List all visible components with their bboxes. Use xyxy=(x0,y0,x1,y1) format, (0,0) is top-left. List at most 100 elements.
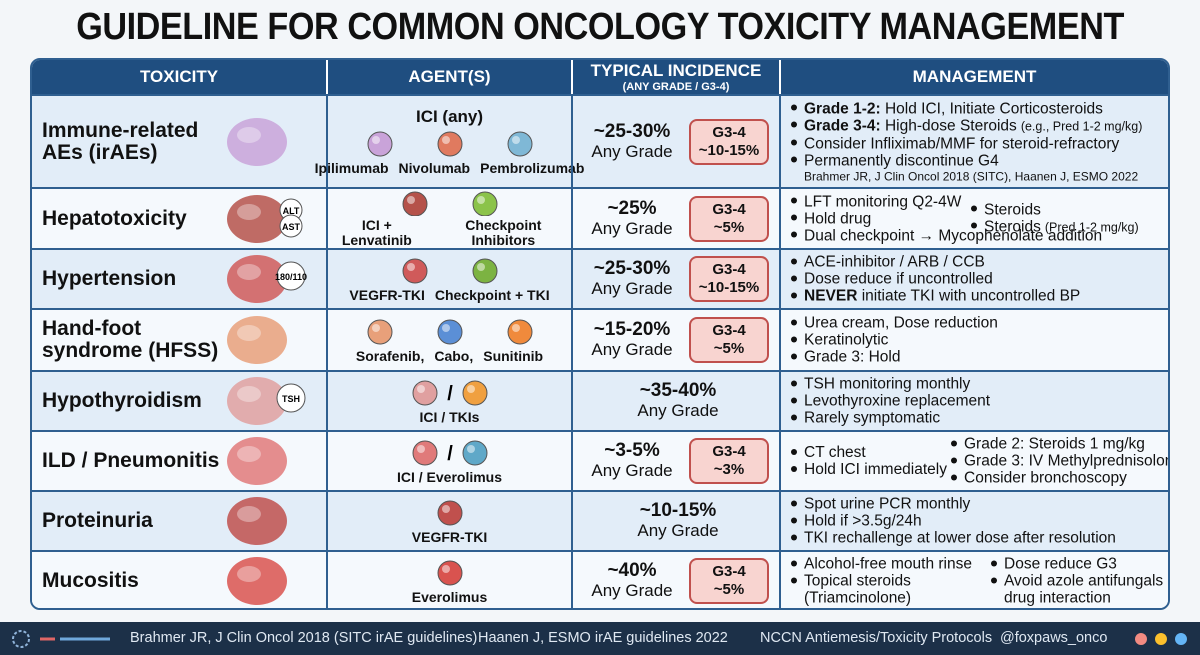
management-item: Grade 3: Hold xyxy=(789,349,998,366)
management-note: (e.g., Pred 1-2 mg/kg) xyxy=(1020,119,1143,133)
icon-shape xyxy=(227,437,287,485)
agent-label: Ipilimumab xyxy=(314,160,389,176)
agent-labels: VEGFR-TKI xyxy=(412,529,487,545)
agent-label: ICI + Lenvatinib xyxy=(341,217,412,248)
icon-shape xyxy=(227,557,287,605)
management-item: Grade 3: IV Methylprednisolone xyxy=(949,452,1170,470)
agent-icon-shine xyxy=(476,196,485,204)
agent-icon-shine xyxy=(371,323,380,332)
agent-label: Checkpoint + TKI xyxy=(434,286,550,303)
column-header-sub: (ANY GRADE / G3-4) xyxy=(622,81,730,93)
agent-label: ICI / TKIs xyxy=(419,408,480,425)
toxicity-name: Immune-related AEs (irAEs) xyxy=(42,118,199,164)
icon-text: AST xyxy=(282,222,301,232)
agent-icons xyxy=(402,191,497,216)
management-item: Consider Infliximab/MMF for steroid-refr… xyxy=(789,135,1142,152)
agent-labels: ICI / TKIs xyxy=(419,408,480,425)
management-text: Permanently discontinue G4 xyxy=(804,152,999,169)
bullet xyxy=(791,292,797,299)
incidence-block: ~25% Any Grade xyxy=(577,198,687,239)
agent-icon-shine xyxy=(371,136,380,144)
management-text: Topical steroids xyxy=(804,572,911,590)
g34-value: ~5% xyxy=(713,581,745,598)
icon-badge xyxy=(279,214,303,237)
agent-icons xyxy=(437,500,462,525)
management-cell: Urea cream, Dose reduction Keratinolytic G… xyxy=(779,310,1168,370)
toxicity-name: Hypertension xyxy=(42,267,177,290)
icon-shape xyxy=(227,194,287,243)
management-text: Hold drug xyxy=(804,210,872,227)
management-item: TSH monitoring monthly xyxy=(789,376,990,393)
agent-label: Cabo, xyxy=(434,347,474,364)
bullet xyxy=(791,319,797,326)
agent-icon xyxy=(367,319,392,344)
management-note: (Pred 1-2 mg/kg) xyxy=(1044,220,1139,234)
g34-badge: G3-4 ~3% xyxy=(689,438,769,484)
management-text: Grade 3: Hold xyxy=(804,348,901,366)
g34-badge: G3-4 ~10-15% xyxy=(689,118,769,165)
management-item: Levothyroxine replacement xyxy=(789,393,990,410)
column-header: TYPICAL INCIDENCE (ANY GRADE / G3-4) xyxy=(571,60,779,94)
bullet xyxy=(791,275,797,282)
title: GUIDELINE FOR COMMON ONCOLOGY TOXICITY M… xyxy=(76,6,1124,48)
agent-labels: Sorafenib, Cabo, Sunitinib xyxy=(356,347,543,364)
agent-separator: / xyxy=(447,383,453,405)
toxicity-cell: Hand-foot syndrome (HFSS) xyxy=(32,310,326,370)
agent-icon-shine xyxy=(406,196,415,204)
agent-icon-shine xyxy=(416,384,425,393)
g34-value: ~10-15% xyxy=(698,141,760,159)
icon-highlight xyxy=(237,126,261,143)
bullet xyxy=(791,139,797,146)
footer: Brahmer JR, J Clin Oncol 2018 (SITC irAE… xyxy=(0,622,1200,655)
agent-header: ICI (any) xyxy=(415,107,484,126)
management-continued: (Triamcinolone) xyxy=(804,589,912,607)
g34-badge: G3-4 ~5% xyxy=(689,558,769,604)
agent-label: ICI / Everolimus xyxy=(396,468,503,485)
management-text: Levothyroxine replacement xyxy=(804,392,991,410)
management-item: Dose reduce if uncontrolled xyxy=(789,271,1080,288)
management-item: Hold drug xyxy=(789,210,1102,227)
management-text: Spot urine PCR monthly xyxy=(804,495,971,513)
management-item: Grade 3-4: High-dose Steroids (e.g., Pred… xyxy=(789,117,1142,135)
management-cell: ACE-inhibitor / ARB / CCB Dose reduce if … xyxy=(779,250,1168,308)
agent-icon-shine xyxy=(416,444,425,453)
toxicity-cell: Proteinuria xyxy=(32,492,326,550)
agent-icons xyxy=(402,258,497,283)
toxicity-icon xyxy=(227,497,287,545)
management-text: Steroids xyxy=(984,201,1041,218)
management-item: Dose reduce G3 xyxy=(989,556,1163,573)
icon-shape xyxy=(227,316,287,364)
management-text: ACE-inhibitor / ARB / CCB xyxy=(804,253,985,271)
agent-labels: VEGFR-TKI Checkpoint + TKI xyxy=(349,286,550,303)
management-item: ACE-inhibitor / ARB / CCB xyxy=(789,254,1080,271)
toxicity-icon: 180/110 xyxy=(227,255,307,303)
reference: Brahmer JR, J Clin Oncol 2018 (SITC irAE… xyxy=(130,630,478,646)
agent-icon xyxy=(402,258,427,283)
agent-icons xyxy=(367,131,532,157)
bullet xyxy=(791,577,797,584)
incidence-cell: ~40% Any Grade G3-4 ~5% xyxy=(571,552,779,608)
agent-icon xyxy=(472,258,497,283)
bullet xyxy=(951,457,957,464)
toxicity-icon xyxy=(227,117,287,166)
agent-icon-shine xyxy=(441,564,450,573)
management-item: Dual checkpoint → Mycophenolate addition xyxy=(789,227,1102,244)
management-text: Grade 2: Steroids 1 mg/kg xyxy=(964,435,1145,453)
management-list: TSH monitoring monthly Levothyroxine repl… xyxy=(789,376,990,427)
bullet xyxy=(791,197,797,204)
agent-labels: ICI + Lenvatinib Checkpoint Inhibitors xyxy=(328,218,571,248)
management-text: initiate TKI with uncontrolled BP xyxy=(861,287,1081,305)
bullet xyxy=(791,517,797,524)
management-continued: drug interaction xyxy=(1004,589,1111,607)
icon-badge xyxy=(276,261,306,291)
toxicity-cell: Immune-related AEs (irAEs) xyxy=(32,96,326,187)
agents-cell: / ICI / TKIs xyxy=(326,372,571,430)
table-row: Immune-related AEs (irAEs) ICI (any) Ipili… xyxy=(32,94,1168,187)
agent-separator: / xyxy=(447,443,453,465)
icon-highlight xyxy=(237,386,261,402)
bullet xyxy=(791,380,797,387)
management-text: Grade 3: IV Methylprednisolone xyxy=(964,452,1170,470)
g34-value: ~5% xyxy=(713,340,745,357)
icon-text: ALT xyxy=(283,206,300,216)
bullet xyxy=(971,205,977,212)
